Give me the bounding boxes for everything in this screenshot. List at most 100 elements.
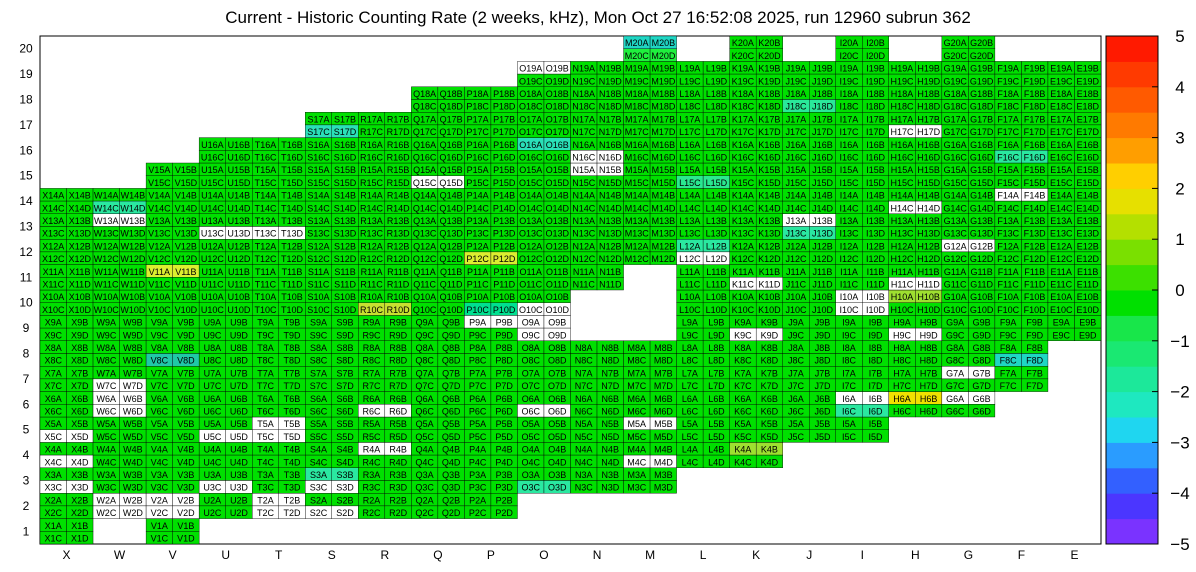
cell-label: L14A	[679, 191, 700, 201]
cell-label: P5A	[469, 419, 486, 429]
cell-label: G14C	[943, 203, 967, 213]
cell-label: O16A	[519, 140, 542, 150]
cell-label: L4D	[708, 457, 725, 467]
cell-label: F16D	[1024, 153, 1047, 163]
cell-label: T7B	[284, 368, 301, 378]
cell-label: M18D	[651, 102, 676, 112]
cell-label: T14B	[281, 191, 303, 201]
cell-label: J19B	[812, 64, 833, 74]
cell-label: X13A	[42, 216, 64, 226]
cell-label: L4C	[682, 457, 699, 467]
cell-label: S3C	[310, 483, 328, 493]
cell-label: U2A	[204, 495, 222, 505]
cell-label: G11A	[944, 267, 966, 277]
cell-label: K12D	[758, 254, 781, 264]
cell-label: M13D	[651, 229, 676, 239]
cell-label: N18A	[573, 89, 596, 99]
cell-label: M12C	[625, 254, 650, 264]
cell-label: H16A	[891, 140, 914, 150]
cell-label: U7C	[203, 381, 222, 391]
cell-label: V12D	[175, 254, 198, 264]
x-tick-label: X	[63, 548, 71, 562]
cell-label: U10B	[228, 292, 251, 302]
cell-label: T9B	[284, 318, 301, 328]
cell-label: M20C	[625, 51, 650, 61]
cell-label: V5B	[177, 419, 194, 429]
cell-label: X8D	[71, 356, 89, 366]
cell-label: U6B	[230, 394, 248, 404]
cell-label: O3B	[548, 470, 566, 480]
y-tick-label: 13	[19, 220, 33, 234]
cell-label: K12B	[758, 241, 780, 251]
cell-label: X9C	[45, 330, 63, 340]
cell-label: V15A	[148, 165, 170, 175]
cell-label: N7B	[602, 368, 620, 378]
cell-label: Q16C	[413, 153, 437, 163]
cell-label: H16C	[891, 153, 915, 163]
cell-label: U11D	[228, 280, 251, 290]
cell-label: X5B	[71, 419, 88, 429]
x-tick-label: Q	[433, 548, 442, 562]
cell-label: S15A	[307, 165, 329, 175]
cell-label: L17A	[679, 114, 700, 124]
cell-label: V1A	[151, 521, 168, 531]
cell-label: X10B	[69, 292, 91, 302]
cell-label: K10A	[732, 292, 754, 302]
cell-label: P13A	[467, 216, 489, 226]
cell-label: J12C	[785, 254, 807, 264]
cell-label: N11D	[599, 280, 622, 290]
cell-label: H12A	[891, 241, 914, 251]
cell-label: F17D	[1024, 127, 1047, 137]
cell-label: O4A	[522, 445, 540, 455]
heatmap-cell	[968, 404, 996, 418]
cell-label: V6D	[177, 407, 195, 417]
cell-label: Q11C	[413, 280, 436, 290]
cell-label: O17C	[519, 127, 543, 137]
colorbar-tick-label: 4	[1175, 78, 1184, 97]
cell-label: I20C	[840, 51, 860, 61]
cell-label: J8D	[814, 356, 831, 366]
cell-label: E11B	[1077, 267, 1098, 277]
y-tick-label: 3	[23, 474, 30, 488]
cell-label: I14A	[840, 191, 859, 201]
cell-label: I6B	[869, 394, 883, 404]
cell-label: G14A	[944, 191, 967, 201]
cell-label: T15D	[281, 178, 304, 188]
cell-label: K6C	[734, 407, 752, 417]
cell-label: W14C	[94, 203, 120, 213]
x-tick-label: W	[114, 548, 126, 562]
cell-label: P8D	[495, 356, 513, 366]
cell-label: Q16D	[439, 153, 463, 163]
cell-label: O16C	[519, 153, 543, 163]
cell-label: K11A	[732, 267, 753, 277]
cell-label: F12D	[1024, 254, 1047, 264]
cell-label: W10A	[94, 292, 119, 302]
cell-label: U12A	[201, 241, 224, 251]
cell-label: S14C	[307, 203, 330, 213]
cell-label: P8C	[469, 356, 487, 366]
cell-label: Q3D	[442, 483, 461, 493]
cell-label: W6B	[123, 394, 143, 404]
cell-label: K9B	[761, 318, 778, 328]
cell-label: E19D	[1076, 76, 1099, 86]
cell-label: L19A	[679, 64, 700, 74]
cell-label: I10C	[840, 305, 860, 315]
cell-label: T16B	[281, 140, 303, 150]
x-tick-label: U	[221, 548, 230, 562]
cell-label: K5A	[734, 419, 751, 429]
cell-label: K8C	[734, 356, 752, 366]
cell-label: Q12B	[440, 241, 463, 251]
cell-label: G12C	[943, 254, 967, 264]
cell-label: Q15B	[440, 165, 463, 175]
cell-label: P7B	[496, 368, 513, 378]
cell-label: Q5D	[442, 432, 461, 442]
cell-label: G12B	[970, 241, 993, 251]
cell-label: Q10A	[413, 292, 436, 302]
cell-label: L11C	[679, 280, 700, 290]
cell-label: V3D	[177, 483, 195, 493]
cell-label: I11C	[840, 280, 859, 290]
cell-label: P12B	[493, 241, 515, 251]
cell-label: V9D	[177, 330, 195, 340]
cell-label: W9B	[123, 318, 143, 328]
heatmap-cell	[1021, 378, 1049, 392]
